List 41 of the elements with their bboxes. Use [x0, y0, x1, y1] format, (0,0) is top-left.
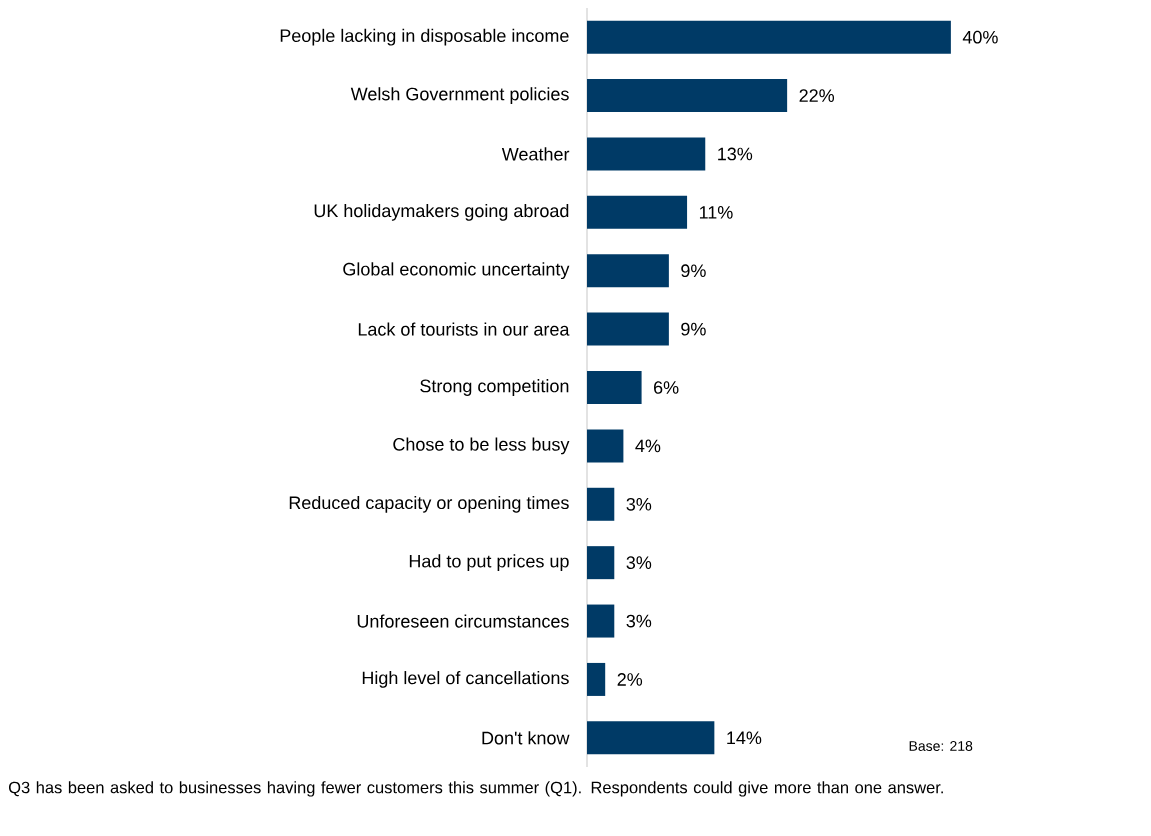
bar	[587, 721, 715, 755]
bar	[587, 254, 669, 288]
y-tick-label: Chose to be less busy	[393, 437, 570, 455]
bar	[587, 371, 642, 404]
bar	[587, 312, 669, 346]
bar	[587, 137, 706, 171]
data-label: 6%	[654, 381, 679, 394]
y-tick-label: Strong competition	[420, 379, 569, 396]
data-label: 13%	[718, 147, 753, 161]
data-label: 3%	[626, 614, 652, 628]
y-tick-label: High level of cancellations	[362, 671, 569, 688]
bar	[587, 604, 615, 638]
data-label: 14%	[727, 731, 762, 745]
y-tick-label: Welsh Government policies	[350, 87, 569, 104]
text: Q3 has been asked to businesses having fewer customers this summer (Q1). Respondents could give more than one answer.	[8, 781, 943, 797]
bar	[587, 429, 624, 463]
data-label: 4%	[635, 439, 661, 453]
data-label: 22%	[799, 89, 835, 102]
y-tick-label: Reduced capacity or opening times	[289, 495, 569, 513]
bar	[587, 20, 951, 54]
bar	[587, 487, 615, 521]
y-tick-label: Don't know	[482, 731, 570, 745]
y-tick-label: People lacking in disposable income	[280, 28, 569, 46]
bar	[587, 79, 788, 113]
y-tick-label: Lack of tourists in our area	[358, 322, 570, 336]
data-label: 3%	[626, 497, 652, 511]
data-label: 9%	[681, 322, 706, 336]
bar	[587, 195, 688, 229]
y-tick-label: Had to put prices up	[409, 554, 569, 572]
y-tick-label: Weather	[501, 147, 570, 161]
data-label: 40%	[962, 30, 998, 44]
annotation: Base: 218	[909, 741, 973, 751]
data-label: 2%	[617, 673, 643, 686]
y-tick-label: Global economic uncertainty	[343, 262, 570, 280]
data-label: 3%	[626, 556, 652, 570]
bar	[587, 546, 615, 580]
y-tick-label: UK holidaymakers going abroad	[314, 203, 569, 221]
bar	[587, 662, 606, 696]
data-label: 9%	[681, 264, 706, 278]
y-tick-label: Unforeseen circumstances	[357, 614, 569, 628]
data-label: 11%	[699, 206, 733, 219]
